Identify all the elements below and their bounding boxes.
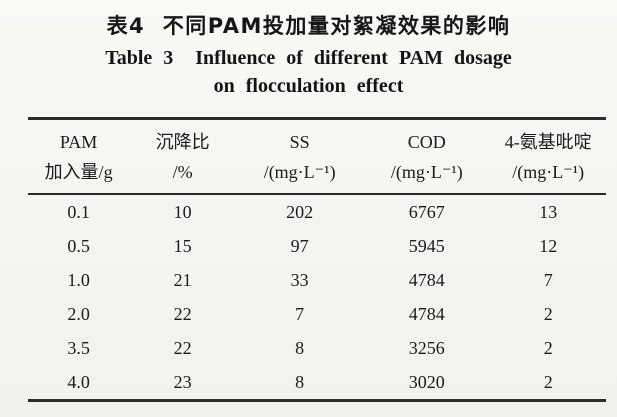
cell-settling-ratio: 22 [173,337,192,358]
cell-pam-dosage: 0.1 [67,201,90,222]
cell-settling-ratio: 10 [173,201,192,222]
cell-settling-ratio: 15 [173,235,192,256]
cell-4-aminopyridine: 7 [543,269,553,290]
header-settling-ratio-line2: /% [172,162,193,182]
cell-4-aminopyridine: 2 [543,303,553,324]
header-cod: COD /(mg·L⁻¹) [363,119,490,195]
cell-pam-dosage: 0.5 [67,235,90,256]
cell-pam-dosage: 2.0 [67,303,90,324]
cell-pam-dosage: 3.5 [67,337,90,358]
header-4-aminopyridine-line1: 4-氨基吡啶 [504,132,592,152]
header-4-aminopyridine: 4-氨基吡啶 /(mg·L⁻¹) [490,119,606,195]
table-caption-english-line1: Table 3 Influence of different PAM dosag… [105,47,512,69]
cell-cod: 3256 [408,337,445,358]
header-pam-line2: 加入量/g [44,162,113,182]
cell-ss: 33 [290,269,309,290]
header-cod-line2: /(mg·L⁻¹) [390,162,463,182]
header-ss: SS /(mg·L⁻¹) [236,119,363,195]
header-ss-line1: SS [289,132,310,152]
header-4-aminopyridine-line2: /(mg·L⁻¹) [512,162,585,182]
header-settling-ratio-line1: 沉降比 [155,132,210,152]
cell-4-aminopyridine: 13 [539,201,558,222]
table-row: 0.5 15 97 5945 12 [28,229,606,263]
cell-4-aminopyridine: 2 [543,337,553,358]
table-caption-chinese: 表4 不同PAM投加量对絮凝效果的影响 [106,14,511,38]
cell-pam-dosage: 4.0 [67,371,90,392]
cell-4-aminopyridine: 12 [539,235,558,256]
cell-cod: 6767 [408,201,445,222]
cell-settling-ratio: 22 [173,303,192,324]
cell-cod: 4784 [408,303,445,324]
cell-cod: 3020 [408,371,445,392]
cell-ss: 97 [290,235,309,256]
header-ss-line2: /(mg·L⁻¹) [263,162,336,182]
header-pam-line1: PAM [59,132,98,152]
table-header: PAM 加入量/g 沉降比 /% SS /(mg·L⁻¹) COD /(mg·L… [28,119,606,195]
table-row: 0.1 10 202 6767 13 [28,194,606,229]
cell-ss: 8 [295,371,305,392]
table-caption-english-line2: on flocculation effect [213,75,404,97]
table-body: 0.1 10 202 6767 13 0.5 15 97 5945 12 1.0… [28,194,606,401]
header-cod-line1: COD [407,132,446,152]
table-row: 3.5 22 8 3256 2 [28,331,606,365]
cell-cod: 4784 [408,269,445,290]
cell-4-aminopyridine: 2 [543,371,553,392]
table-row: 4.0 23 8 3020 2 [28,365,606,401]
data-table: PAM 加入量/g 沉降比 /% SS /(mg·L⁻¹) COD /(mg·L… [28,117,606,402]
cell-settling-ratio: 23 [173,371,192,392]
table-header-row: PAM 加入量/g 沉降比 /% SS /(mg·L⁻¹) COD /(mg·L… [28,119,606,195]
header-pam-dosage: PAM 加入量/g [28,119,129,195]
table-row: 1.0 21 33 4784 7 [28,263,606,297]
cell-cod: 5945 [408,235,445,256]
cell-settling-ratio: 21 [173,269,192,290]
cell-ss: 7 [295,303,305,324]
cell-ss: 202 [286,201,314,222]
table-row: 2.0 22 7 4784 2 [28,297,606,331]
header-settling-ratio: 沉降比 /% [129,119,236,195]
cell-pam-dosage: 1.0 [67,269,90,290]
cell-ss: 8 [295,337,305,358]
